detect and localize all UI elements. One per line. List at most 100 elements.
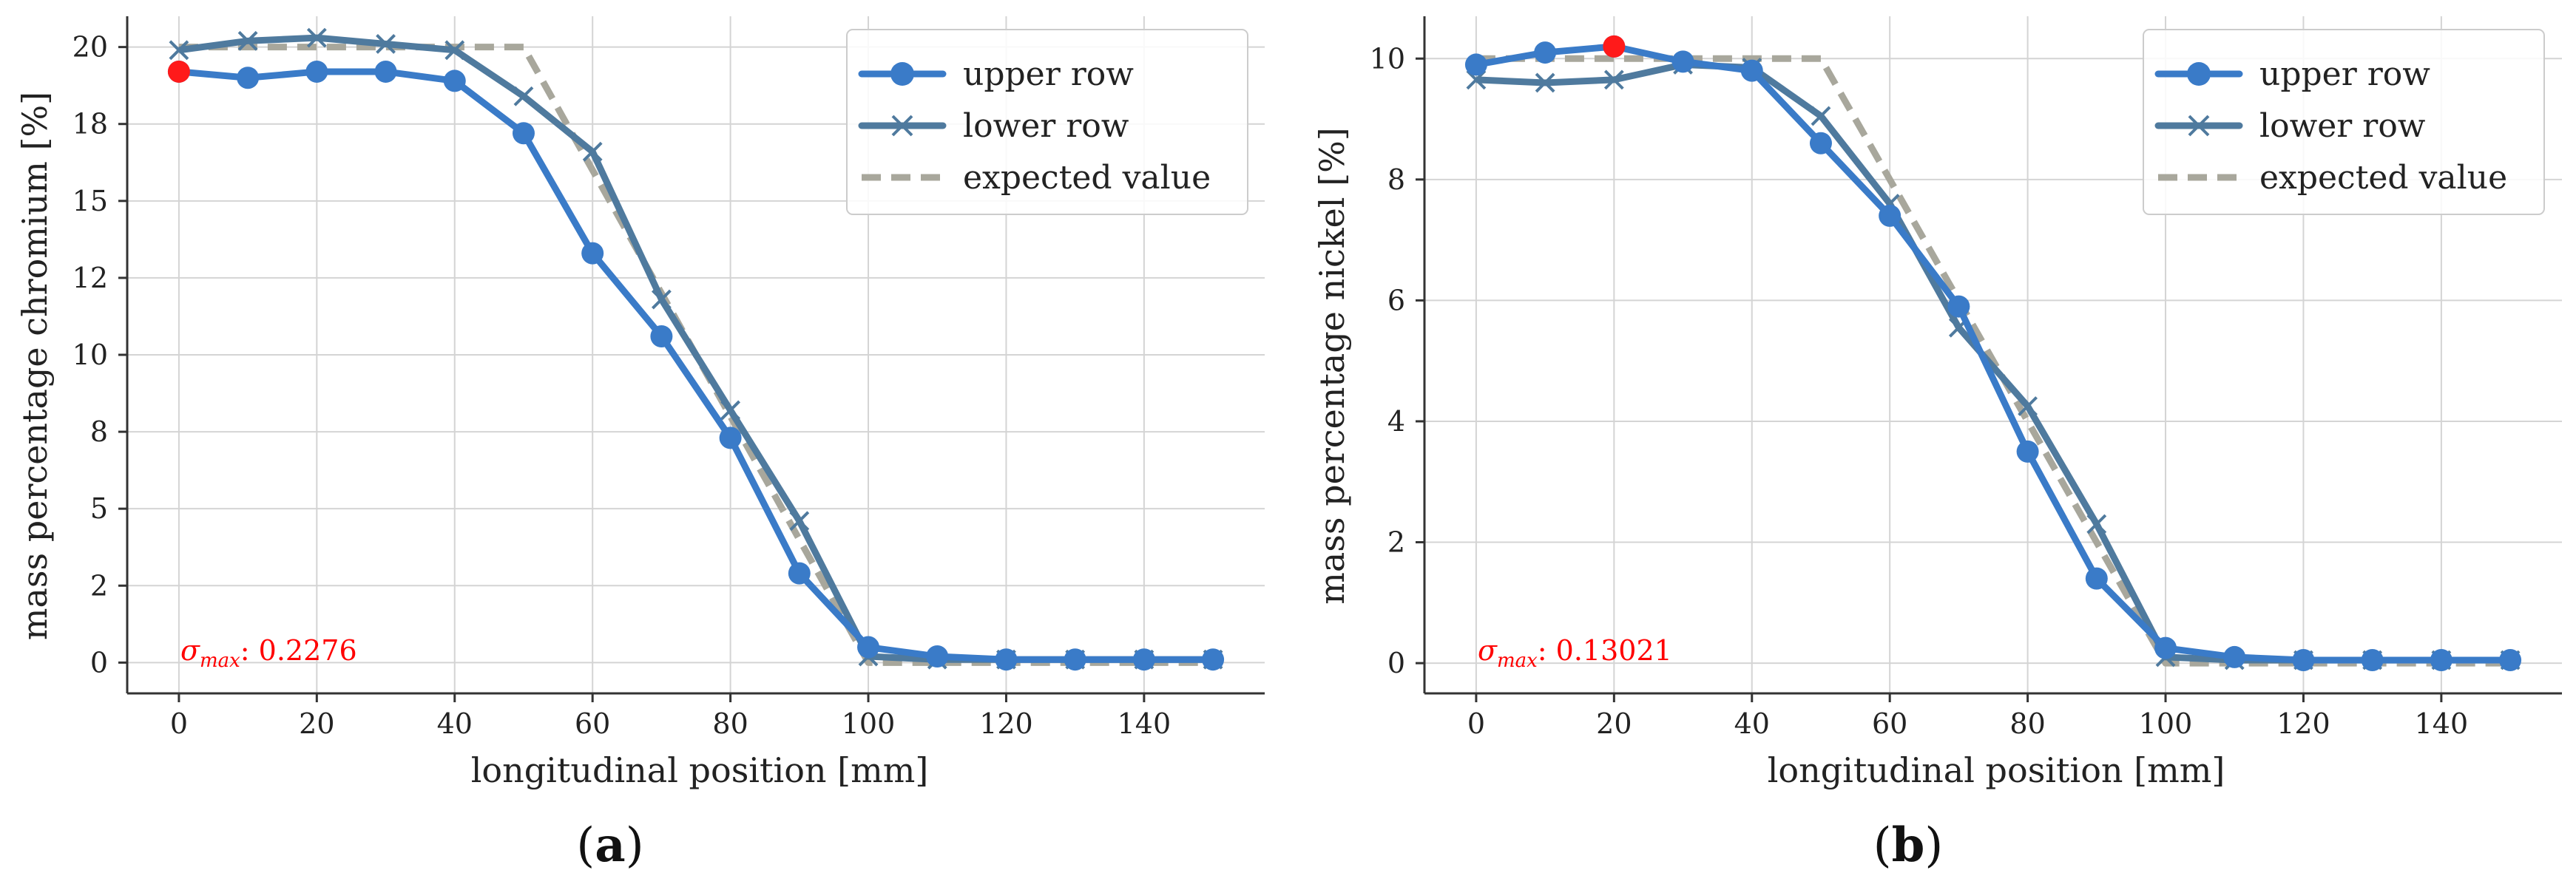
y-tick-label: 10 <box>1370 42 1405 75</box>
panel-label: (b) <box>1873 818 1944 873</box>
y-tick-label: 12 <box>72 262 108 294</box>
sigma-symbol: σ <box>1478 634 1498 667</box>
data-point-lower-row <box>651 289 672 310</box>
data-point-upper-row <box>995 648 1018 671</box>
panel-label: (a) <box>576 818 643 873</box>
data-point-upper-row <box>2430 649 2452 672</box>
panel-close-paren: ) <box>626 818 644 873</box>
legend-label-upper-row: upper row <box>2259 55 2430 93</box>
series-line-upper-row <box>178 68 1214 663</box>
x-tick-label: 100 <box>2139 707 2193 740</box>
legend-label-expected-value: expected value <box>963 159 1211 197</box>
data-point-upper-row <box>1879 204 1901 227</box>
data-point-lower-row <box>1603 69 1624 90</box>
legend: upper row lower row expected value <box>846 29 1248 215</box>
sigma-separator: : <box>240 634 259 667</box>
data-point-upper-row <box>1947 295 1970 318</box>
series-layer <box>167 27 1225 671</box>
data-point-lower-row <box>306 27 327 48</box>
panel-letter: a <box>595 818 625 873</box>
sigma-max-annotation: σmax: 0.13021 <box>1478 634 1672 672</box>
legend-marker-lower-row <box>891 115 913 137</box>
y-tick-label: 18 <box>72 108 108 140</box>
y-tick-label: 10 <box>72 339 108 371</box>
x-ticks: 0 20 40 60 80 100 120 140 <box>170 693 1171 740</box>
sigma-value: 0.2276 <box>259 634 357 667</box>
y-tick-label: 2 <box>90 569 108 602</box>
data-point-lower-row <box>444 40 465 61</box>
x-tick-label: 80 <box>2009 707 2045 740</box>
data-point-upper-row <box>2499 649 2522 672</box>
panel-open-paren: ( <box>1873 818 1892 873</box>
legend-label-lower-row: lower row <box>963 107 1129 145</box>
panel-open-paren: ( <box>576 818 595 873</box>
y-tick-label: 2 <box>1387 526 1405 559</box>
data-point-upper-row <box>581 242 604 265</box>
x-tick-label: 40 <box>1734 707 1770 740</box>
x-tick-label: 60 <box>575 707 610 740</box>
data-point-upper-row <box>857 636 880 659</box>
data-point-upper-row <box>443 69 466 92</box>
y-tick-label: 8 <box>90 415 108 448</box>
data-point-lower-row <box>376 34 396 54</box>
legend-marker-upper-row <box>890 62 914 86</box>
y-tick-label: 0 <box>90 646 108 679</box>
x-ticks: 0 20 40 60 80 100 120 140 <box>1467 693 2468 740</box>
y-tick-label: 5 <box>90 492 108 525</box>
data-point-upper-row <box>1671 50 1694 73</box>
chart-panel-a: 0 20 40 60 80 100 120 140 0 2 5 8 10 12 15 18 20 longit… <box>15 16 1265 873</box>
data-point-lower-row <box>513 86 534 106</box>
x-tick-label: 0 <box>170 707 188 740</box>
data-point-upper-row <box>788 562 811 585</box>
data-point-upper-row <box>1132 648 1155 671</box>
y-axis-label: mass percentage nickel [%] <box>1312 127 1352 604</box>
data-point-upper-row <box>2223 645 2246 668</box>
legend: upper row lower row expected value <box>2143 29 2545 215</box>
data-point-upper-row <box>1809 132 1832 154</box>
data-point-upper-row <box>2154 636 2177 659</box>
legend-marker-lower-row <box>2188 115 2210 137</box>
x-tick-label: 20 <box>1596 707 1632 740</box>
data-point-upper-row <box>237 67 260 89</box>
legend-label-expected-value: expected value <box>2259 159 2507 197</box>
sigma-subscript: max <box>200 650 240 672</box>
data-point-upper-row <box>1534 41 1557 64</box>
data-point-upper-row <box>305 60 328 83</box>
data-point-upper-row <box>2361 649 2384 672</box>
data-point-upper-row <box>926 645 949 668</box>
data-point-upper-row <box>719 427 742 449</box>
data-point-lower-row <box>1811 106 1831 126</box>
data-point-upper-row <box>1202 648 1225 671</box>
data-point-upper-row <box>1740 59 1763 82</box>
x-tick-label: 60 <box>1872 707 1907 740</box>
y-tick-label: 15 <box>72 185 108 217</box>
data-point-upper-row <box>2292 649 2315 672</box>
panel-close-paren: ) <box>1924 818 1943 873</box>
data-point-lower-row <box>237 30 258 51</box>
data-point-upper-row <box>512 122 535 145</box>
x-tick-label: 20 <box>299 707 334 740</box>
y-tick-label: 8 <box>1387 163 1405 196</box>
data-point-upper-row <box>1464 53 1487 76</box>
x-tick-label: 140 <box>2415 707 2469 740</box>
x-tick-label: 140 <box>1118 707 1172 740</box>
y-tick-label: 4 <box>1387 405 1405 438</box>
highlight-point-max-sigma <box>167 60 190 83</box>
panel-letter: b <box>1892 818 1925 873</box>
x-tick-label: 80 <box>712 707 748 740</box>
data-point-lower-row <box>720 400 741 421</box>
data-point-upper-row <box>2085 567 2108 590</box>
x-tick-label: 40 <box>437 707 473 740</box>
y-ticks: 0 2 4 6 8 10 <box>1370 42 1424 679</box>
x-tick-label: 0 <box>1467 707 1485 740</box>
legend-frame <box>2143 29 2545 215</box>
legend-label-lower-row: lower row <box>2259 107 2426 145</box>
data-point-lower-row <box>1535 72 1555 93</box>
y-tick-label: 6 <box>1387 284 1405 316</box>
y-tick-label: 0 <box>1387 647 1405 679</box>
sigma-symbol: σ <box>180 634 200 667</box>
sigma-subscript: max <box>1497 650 1538 672</box>
highlight-point-max-sigma <box>1603 35 1626 58</box>
data-point-upper-row <box>374 60 397 83</box>
sigma-value: 0.13021 <box>1556 634 1672 667</box>
